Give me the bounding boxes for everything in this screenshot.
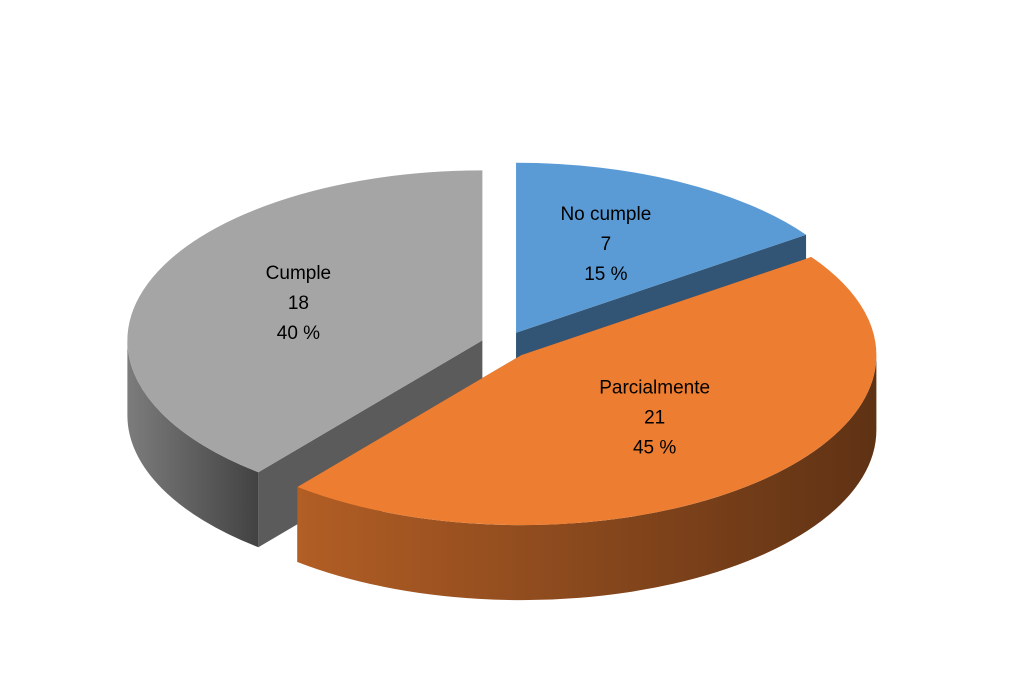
slice <box>297 257 877 601</box>
slice-top <box>516 162 807 333</box>
slice-top <box>127 170 483 473</box>
slice-top <box>297 257 877 526</box>
value-label: 18 <box>288 293 309 314</box>
percent-label: 15 % <box>584 264 627 285</box>
value-label: 7 <box>601 234 612 255</box>
percent-label: 40 % <box>277 323 320 344</box>
percent-label: 45 % <box>633 437 676 458</box>
category-label: Parcialmente <box>599 377 710 398</box>
slice-rim <box>297 355 877 601</box>
slice-rim <box>127 340 259 548</box>
category-label: No cumple <box>560 204 651 225</box>
category-label: Cumple <box>266 263 331 284</box>
value-label: 21 <box>644 407 665 428</box>
